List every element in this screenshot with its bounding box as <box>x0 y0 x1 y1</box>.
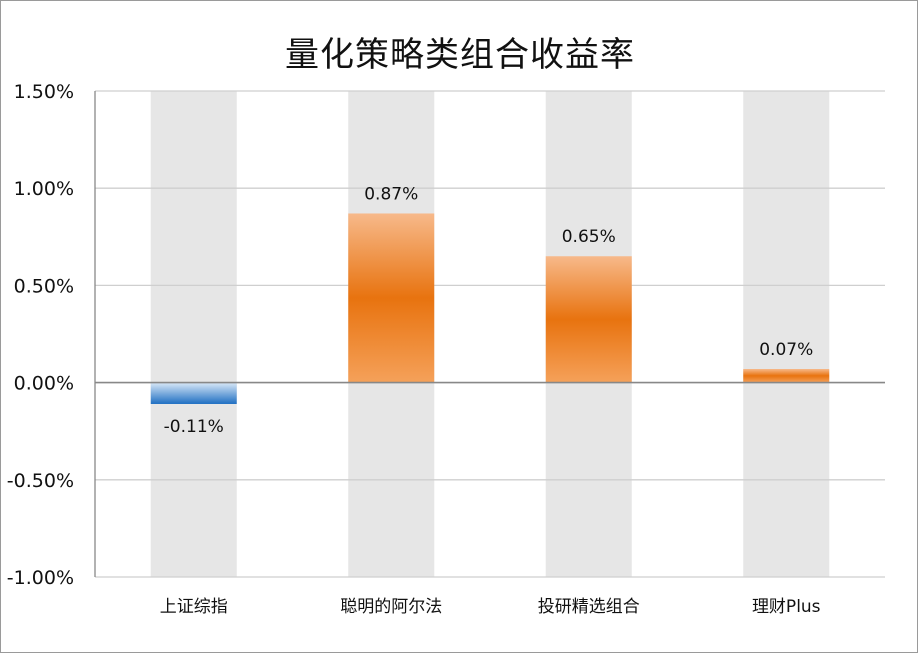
y-tick-label: -1.00% <box>7 567 74 589</box>
x-tick-label: 理财Plus <box>752 597 821 617</box>
data-label: -0.11% <box>164 417 224 437</box>
chart-title: 量化策略类组合收益率 <box>285 35 635 75</box>
x-tick-label: 聪明的阿尔法 <box>340 597 442 617</box>
bar <box>545 256 632 383</box>
background-columns <box>150 91 830 577</box>
bar <box>743 368 830 383</box>
y-tick-label: 0.00% <box>14 373 74 395</box>
bar <box>150 382 237 404</box>
x-tick-label: 投研精选组合 <box>538 597 640 617</box>
data-label: 0.07% <box>759 340 813 360</box>
bar <box>348 213 435 383</box>
background-column <box>743 91 830 577</box>
bars <box>150 213 830 404</box>
y-axis-ticks: 1.50% 1.00% 0.50% 0.00% -0.50% -1.00% <box>7 81 74 589</box>
x-axis-ticks: 上证综指 聪明的阿尔法 投研精选组合 理财Plus <box>160 597 821 617</box>
background-column <box>150 91 237 577</box>
data-label: 0.87% <box>364 184 418 204</box>
y-tick-label: 0.50% <box>14 275 74 297</box>
data-label: 0.65% <box>562 227 616 247</box>
y-tick-label: -0.50% <box>7 470 74 492</box>
gridlines <box>94 90 885 578</box>
data-labels: -0.11% 0.87% 0.65% 0.07% <box>164 184 814 437</box>
y-tick-label: 1.50% <box>14 81 74 103</box>
x-tick-label: 上证综指 <box>160 597 228 617</box>
y-tick-label: 1.00% <box>14 178 74 200</box>
